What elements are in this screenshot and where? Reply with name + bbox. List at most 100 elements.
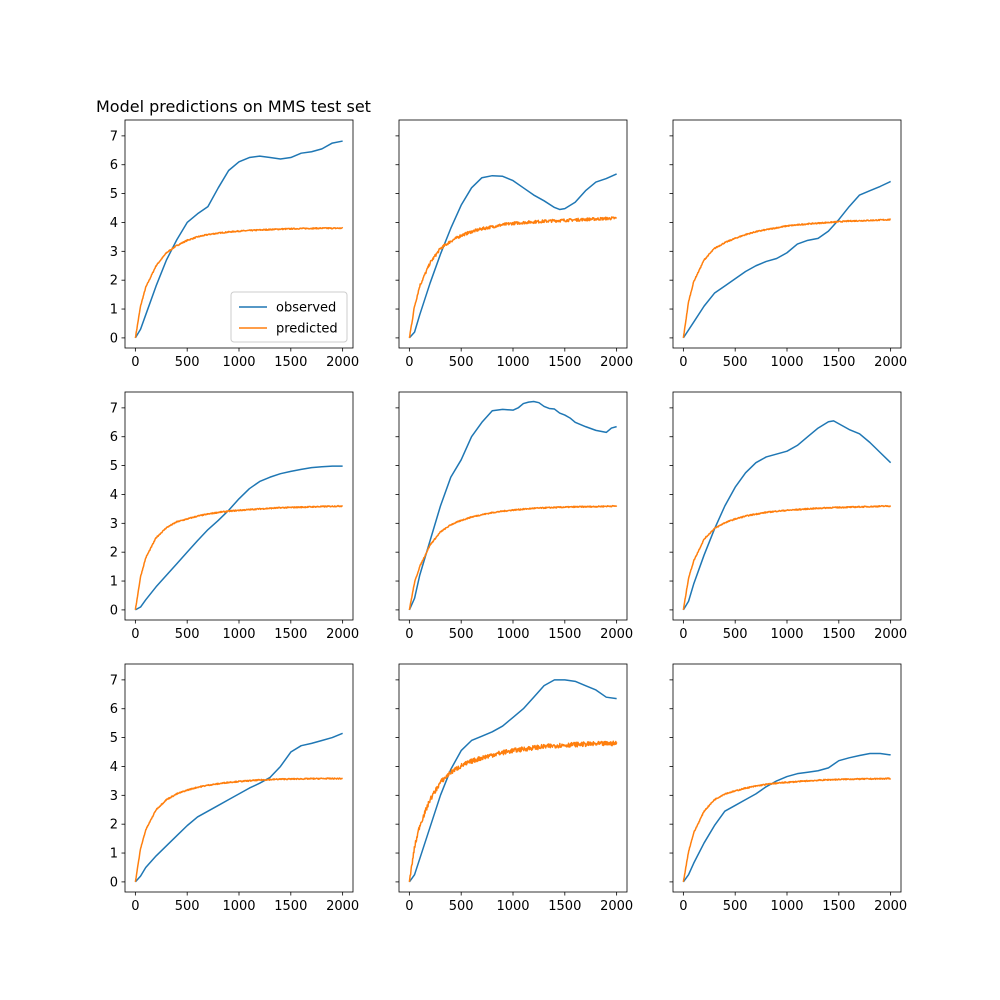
series-line-predicted: [682, 504, 892, 611]
series-line-predicted: [408, 740, 618, 883]
x-tick-label: 500: [449, 899, 474, 914]
x-tick-label: 500: [723, 627, 748, 642]
x-tick-label: 2000: [600, 627, 633, 642]
x-tick-label: 500: [449, 627, 474, 642]
subplot-7: 0 500 1000 1500 2000 0 1 2 3 4 5 6 7: [110, 663, 359, 914]
series-line-predicted: [408, 504, 618, 611]
x-tick-label: 1000: [222, 627, 255, 642]
series-line-observed: [682, 752, 891, 883]
y-tick-label: 4: [110, 760, 118, 775]
y-tick-label: 5: [110, 187, 118, 202]
series-line-observed: [408, 679, 617, 883]
x-tick-label: 0: [405, 355, 413, 370]
subplot-1: 0 500 1000 1500 2000 0 1 2 3 4 5 6 7 observed predicte…: [110, 119, 359, 370]
x-tick-label: 1000: [496, 355, 529, 370]
y-tick-label: 3: [110, 245, 118, 260]
series-line-predicted: [682, 218, 891, 339]
x-tick-label: 1000: [222, 355, 255, 370]
x-tick-label: 2000: [600, 355, 633, 370]
legend-label-observed: observed: [276, 301, 336, 316]
x-tick-label: 1500: [548, 355, 581, 370]
x-tick-label: 2000: [874, 899, 907, 914]
x-tick-label: 500: [723, 355, 748, 370]
subplot-4: 0 500 1000 1500 2000 0 1 2 3 4 5 6 7: [110, 391, 359, 642]
y-tick-label: 3: [110, 789, 118, 804]
x-tick-label: 0: [405, 899, 413, 914]
x-tick-label: 1500: [548, 627, 581, 642]
subplot-9: 0 500 1000 1500 2000: [669, 663, 907, 914]
series-line-predicted: [682, 777, 891, 883]
series-line-predicted: [134, 226, 344, 339]
x-tick-label: 2000: [874, 355, 907, 370]
x-tick-label: 2000: [326, 355, 359, 370]
x-tick-label: 500: [449, 355, 474, 370]
series-line-observed: [134, 732, 343, 883]
y-tick-label: 6: [110, 702, 118, 717]
y-tick-label: 1: [110, 575, 118, 590]
x-tick-label: 1000: [770, 627, 803, 642]
subplot-6: 0 500 1000 1500 2000: [669, 391, 907, 642]
y-tick-label: 2: [110, 546, 118, 561]
series-line-predicted: [134, 504, 344, 610]
y-tick-label: 6: [110, 430, 118, 445]
y-tick-label: 7: [110, 401, 118, 416]
y-tick-label: 2: [110, 818, 118, 833]
x-tick-label: 1000: [496, 899, 529, 914]
x-tick-label: 500: [175, 355, 200, 370]
x-tick-label: 2000: [326, 899, 359, 914]
x-tick-label: 1500: [274, 899, 307, 914]
y-tick-label: 3: [110, 517, 118, 532]
y-tick-label: 7: [110, 129, 118, 144]
x-tick-label: 1500: [548, 899, 581, 914]
y-tick-label: 5: [110, 459, 118, 474]
x-tick-label: 1500: [822, 355, 855, 370]
y-tick-label: 4: [110, 488, 118, 503]
series-line-observed: [134, 465, 343, 611]
x-tick-label: 0: [405, 627, 413, 642]
subplot-2: 0 500 1000 1500 2000: [395, 119, 633, 370]
series-line-observed: [682, 180, 891, 339]
x-tick-label: 1000: [496, 627, 529, 642]
series-line-predicted: [134, 777, 343, 883]
subplot-grid: 0 500 1000 1500 200001234567observedpredicte…: [110, 119, 907, 914]
series-line-observed: [408, 400, 617, 611]
subplot-5: 0 500 1000 1500 2000: [395, 391, 633, 642]
y-tick-label: 2: [110, 274, 118, 289]
y-tick-label: 5: [110, 731, 118, 746]
y-tick-label: 0: [110, 875, 118, 890]
x-tick-label: 1500: [274, 627, 307, 642]
y-tick-label: 6: [110, 158, 118, 173]
y-tick-label: 4: [110, 216, 118, 231]
x-tick-label: 500: [723, 899, 748, 914]
subplot-8: 0 500 1000 1500 2000: [395, 663, 633, 914]
figure-title: Model predictions on MMS test set: [96, 97, 371, 116]
x-tick-label: 2000: [600, 899, 633, 914]
x-tick-label: 0: [679, 899, 687, 914]
subplot-3: 0 500 1000 1500 2000: [669, 119, 907, 370]
y-tick-label: 1: [110, 303, 118, 318]
x-tick-label: 500: [175, 627, 200, 642]
x-tick-label: 1500: [822, 627, 855, 642]
x-tick-label: 0: [679, 355, 687, 370]
y-tick-label: 0: [110, 603, 118, 618]
x-tick-label: 0: [131, 627, 139, 642]
x-tick-label: 2000: [874, 627, 907, 642]
y-tick-label: 7: [110, 673, 118, 688]
legend-label-predicted: predicted: [276, 322, 338, 337]
series-line-predicted: [408, 216, 617, 339]
series-line-observed: [682, 420, 892, 611]
x-tick-label: 0: [679, 627, 687, 642]
legend: observed predicted: [230, 291, 348, 343]
x-tick-label: 1000: [770, 355, 803, 370]
y-tick-label: 1: [110, 847, 118, 862]
x-tick-label: 1500: [274, 355, 307, 370]
x-tick-label: 1500: [822, 899, 855, 914]
series-line-observed: [408, 173, 617, 339]
y-tick-label: 0: [110, 331, 118, 346]
x-tick-label: 1000: [222, 899, 255, 914]
x-tick-label: 0: [131, 899, 139, 914]
x-tick-label: 2000: [326, 627, 359, 642]
x-tick-label: 500: [175, 899, 200, 914]
